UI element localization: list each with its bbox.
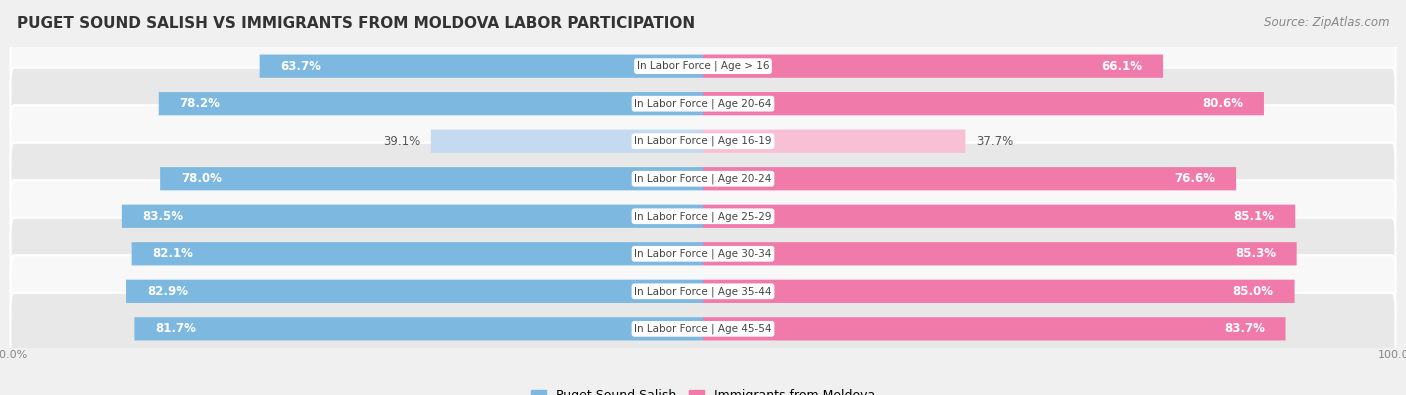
FancyBboxPatch shape <box>135 317 703 340</box>
Text: In Labor Force | Age 25-29: In Labor Force | Age 25-29 <box>634 211 772 222</box>
Text: In Labor Force | Age 45-54: In Labor Force | Age 45-54 <box>634 324 772 334</box>
Text: In Labor Force | Age 30-34: In Labor Force | Age 30-34 <box>634 248 772 259</box>
Text: In Labor Force | Age > 16: In Labor Force | Age > 16 <box>637 61 769 71</box>
FancyBboxPatch shape <box>430 130 703 153</box>
Text: PUGET SOUND SALISH VS IMMIGRANTS FROM MOLDOVA LABOR PARTICIPATION: PUGET SOUND SALISH VS IMMIGRANTS FROM MO… <box>17 16 695 31</box>
Text: In Labor Force | Age 16-19: In Labor Force | Age 16-19 <box>634 136 772 147</box>
FancyBboxPatch shape <box>122 205 703 228</box>
Text: 39.1%: 39.1% <box>384 135 420 148</box>
Text: 80.6%: 80.6% <box>1202 97 1243 110</box>
Text: 76.6%: 76.6% <box>1174 172 1215 185</box>
Text: 85.0%: 85.0% <box>1233 285 1274 298</box>
FancyBboxPatch shape <box>703 92 1264 115</box>
Text: 85.1%: 85.1% <box>1233 210 1274 223</box>
Legend: Puget Sound Salish, Immigrants from Moldova: Puget Sound Salish, Immigrants from Mold… <box>526 384 880 395</box>
Text: 83.5%: 83.5% <box>143 210 184 223</box>
FancyBboxPatch shape <box>260 55 703 78</box>
Text: 66.1%: 66.1% <box>1101 60 1142 73</box>
FancyBboxPatch shape <box>127 280 703 303</box>
Text: 78.0%: 78.0% <box>181 172 222 185</box>
Text: 78.2%: 78.2% <box>180 97 221 110</box>
Text: 63.7%: 63.7% <box>281 60 322 73</box>
FancyBboxPatch shape <box>10 293 1396 365</box>
Text: In Labor Force | Age 35-44: In Labor Force | Age 35-44 <box>634 286 772 297</box>
Text: 82.9%: 82.9% <box>146 285 188 298</box>
FancyBboxPatch shape <box>159 92 703 115</box>
FancyBboxPatch shape <box>10 218 1396 290</box>
Text: 85.3%: 85.3% <box>1234 247 1275 260</box>
FancyBboxPatch shape <box>10 105 1396 177</box>
FancyBboxPatch shape <box>10 30 1396 102</box>
FancyBboxPatch shape <box>10 68 1396 140</box>
FancyBboxPatch shape <box>10 255 1396 327</box>
FancyBboxPatch shape <box>703 205 1295 228</box>
Text: In Labor Force | Age 20-24: In Labor Force | Age 20-24 <box>634 173 772 184</box>
FancyBboxPatch shape <box>703 55 1163 78</box>
Text: In Labor Force | Age 20-64: In Labor Force | Age 20-64 <box>634 98 772 109</box>
FancyBboxPatch shape <box>703 280 1295 303</box>
FancyBboxPatch shape <box>703 130 966 153</box>
Text: Source: ZipAtlas.com: Source: ZipAtlas.com <box>1264 16 1389 29</box>
FancyBboxPatch shape <box>703 317 1285 340</box>
FancyBboxPatch shape <box>132 242 703 265</box>
Text: 83.7%: 83.7% <box>1223 322 1264 335</box>
FancyBboxPatch shape <box>160 167 703 190</box>
FancyBboxPatch shape <box>703 242 1296 265</box>
Text: 37.7%: 37.7% <box>976 135 1014 148</box>
Text: 82.1%: 82.1% <box>152 247 194 260</box>
FancyBboxPatch shape <box>10 143 1396 215</box>
FancyBboxPatch shape <box>10 180 1396 252</box>
Text: 81.7%: 81.7% <box>155 322 197 335</box>
FancyBboxPatch shape <box>703 167 1236 190</box>
